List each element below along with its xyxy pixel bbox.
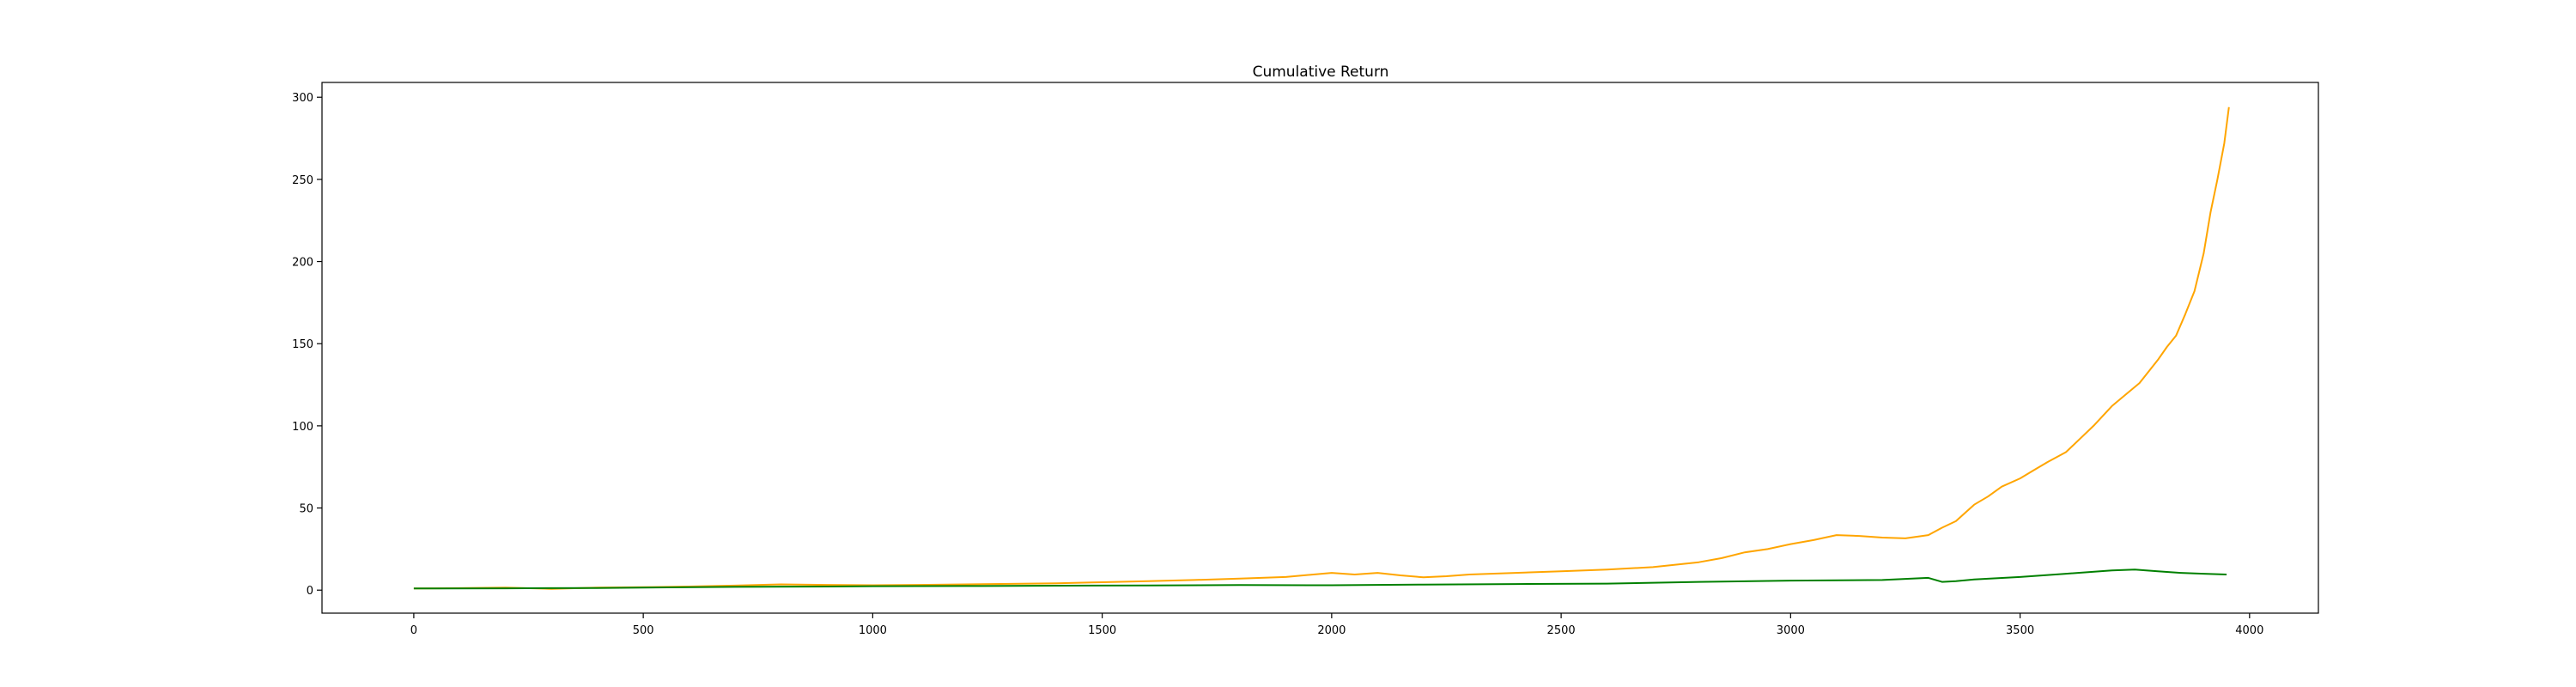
series-line-1 bbox=[413, 106, 2230, 590]
x-tick-label: 1000 bbox=[859, 624, 887, 637]
y-tick-label: 100 bbox=[292, 421, 313, 434]
y-tick-label: 0 bbox=[307, 585, 313, 598]
series-line-2 bbox=[413, 568, 2227, 590]
x-tick-label: 500 bbox=[633, 624, 654, 637]
x-tick-label: 4000 bbox=[2235, 624, 2263, 637]
y-tick-label: 300 bbox=[292, 92, 313, 105]
x-tick-label: 2500 bbox=[1547, 624, 1576, 637]
x-tick-label: 3000 bbox=[1777, 624, 1805, 637]
y-tick-label: 200 bbox=[292, 257, 313, 270]
x-tick-label: 1500 bbox=[1088, 624, 1116, 637]
y-tick-label: 150 bbox=[292, 338, 313, 351]
plot-area bbox=[413, 106, 2230, 590]
axis-ticks: 0 500 1000 1500 2000 2500 3000 3500 4000 0 50 100 15… bbox=[292, 92, 2263, 637]
chart-title: Cumulative Return bbox=[1253, 64, 1389, 81]
x-tick-label: 2000 bbox=[1317, 624, 1346, 637]
x-tick-label: 3500 bbox=[2006, 624, 2034, 637]
y-tick-label: 250 bbox=[292, 174, 313, 187]
axes-frame bbox=[321, 82, 2319, 614]
x-tick-label: 0 bbox=[410, 624, 417, 637]
y-tick-label: 50 bbox=[299, 503, 313, 516]
